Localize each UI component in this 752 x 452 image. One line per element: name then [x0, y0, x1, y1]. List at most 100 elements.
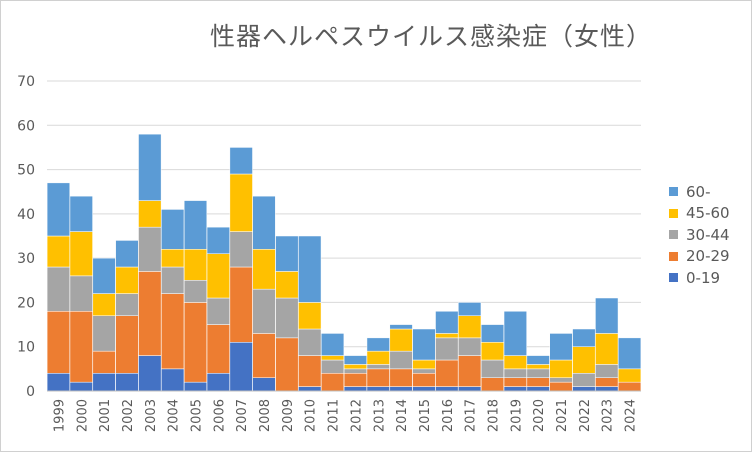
x-tick-label: 2016 — [441, 399, 456, 432]
x-tick-label: 2023 — [601, 399, 616, 432]
y-tick-label: 10 — [17, 340, 35, 356]
bar-segment — [115, 266, 139, 294]
chart-legend: 60- 45-60 30-44 20-29 0-19 — [669, 181, 730, 289]
bar-segment — [526, 386, 550, 392]
bar-segment — [161, 293, 185, 370]
x-tick-label: 2002 — [121, 399, 136, 432]
x-tick-label: 2004 — [167, 399, 182, 432]
bar-segment — [343, 373, 367, 387]
bar-segment — [572, 373, 596, 387]
bar-segment — [138, 271, 162, 356]
y-tick-label: 40 — [17, 207, 35, 223]
x-tick-label: 2017 — [464, 399, 479, 432]
bar-segment — [412, 359, 436, 370]
x-tick-label: 2021 — [555, 399, 570, 432]
bar-segment — [69, 381, 93, 392]
bar-segment — [321, 373, 345, 392]
bar-segment — [480, 342, 505, 361]
bar-segment — [458, 355, 482, 387]
bar-segment — [321, 333, 345, 356]
bar-segment — [412, 386, 436, 392]
legend-entry: 20-29 — [669, 246, 730, 268]
bar-segment — [252, 333, 276, 378]
bar-segment — [46, 266, 70, 312]
y-tick-label: 60 — [17, 118, 35, 134]
bar-segment — [366, 364, 390, 370]
bar-segment — [92, 373, 116, 392]
y-tick-label: 30 — [17, 251, 35, 267]
bar-segment — [46, 235, 70, 268]
bar-segment — [206, 373, 230, 392]
bar-segment — [503, 368, 527, 378]
bar-segment — [503, 311, 527, 356]
x-tick-label: 2015 — [418, 399, 433, 432]
bar-segment — [206, 226, 230, 254]
bar-segment — [503, 386, 527, 392]
bar-segment — [458, 302, 482, 316]
bar-segment — [526, 355, 550, 365]
bar-segment — [115, 315, 139, 374]
bar-segment — [389, 324, 413, 330]
x-tick-label: 2005 — [190, 399, 205, 432]
x-tick-label: 1999 — [52, 399, 67, 432]
bar-segment — [549, 377, 573, 383]
bar-segment — [229, 147, 253, 175]
bar-segment — [572, 328, 596, 347]
bar-segment — [138, 355, 162, 392]
x-tick-label: 2014 — [395, 399, 410, 432]
bar-segment — [435, 359, 459, 387]
bar-segment — [206, 297, 230, 325]
legend-label: 45-60 — [686, 204, 730, 223]
legend-entry: 30-44 — [669, 224, 730, 246]
y-tick-label: 70 — [17, 74, 35, 90]
bar-segment — [526, 364, 550, 370]
bar-segment — [389, 386, 413, 392]
bar-segment — [435, 311, 459, 334]
bar-segment — [435, 337, 459, 361]
bar-segment — [252, 249, 276, 290]
bar-segment — [69, 275, 93, 312]
x-tick-label: 2003 — [144, 399, 159, 432]
bar-segment — [595, 364, 619, 378]
bar-segment — [183, 381, 208, 392]
x-tick-label: 2013 — [372, 399, 387, 432]
bar-segment — [435, 333, 459, 339]
bar-segment — [69, 311, 93, 383]
bar-segment — [183, 280, 208, 303]
x-tick-label: 2019 — [509, 399, 524, 432]
bar-segment — [115, 373, 139, 392]
bar-segment — [412, 373, 436, 387]
bar-segment — [69, 231, 93, 277]
bar-segment — [138, 200, 162, 228]
y-tick-label: 50 — [17, 163, 35, 179]
bar-segment — [321, 359, 345, 374]
bar-segment — [549, 359, 573, 378]
bar-segment — [458, 315, 482, 339]
bar-segment — [252, 195, 276, 250]
bar-segment — [618, 337, 642, 370]
x-tick-label: 2008 — [258, 399, 273, 432]
bar-segment — [343, 355, 367, 365]
legend-label: 30-44 — [686, 225, 730, 244]
bar-segment — [46, 311, 70, 374]
bar-segment — [92, 350, 116, 374]
chart-title: 性器ヘルペスウイルス感染症（女性） — [209, 22, 652, 51]
bar-segment — [298, 328, 322, 356]
legend-swatch — [669, 208, 678, 218]
x-tick-label: 2000 — [75, 399, 90, 432]
bar-segment — [412, 368, 436, 374]
bar-segment — [321, 355, 345, 361]
bar-segment — [549, 381, 573, 392]
bar-segment — [229, 173, 253, 232]
bar-segment — [206, 253, 230, 299]
bar-segment — [343, 368, 367, 374]
bar-segment — [343, 364, 367, 370]
x-tick-label: 2001 — [98, 399, 113, 432]
x-tick-label: 2012 — [349, 399, 364, 432]
bar-segment — [480, 377, 505, 392]
bar-segment — [549, 333, 573, 361]
bar-segment — [503, 377, 527, 387]
bar-segment — [229, 266, 253, 343]
bar-segment — [115, 240, 139, 268]
legend-swatch — [669, 187, 678, 197]
